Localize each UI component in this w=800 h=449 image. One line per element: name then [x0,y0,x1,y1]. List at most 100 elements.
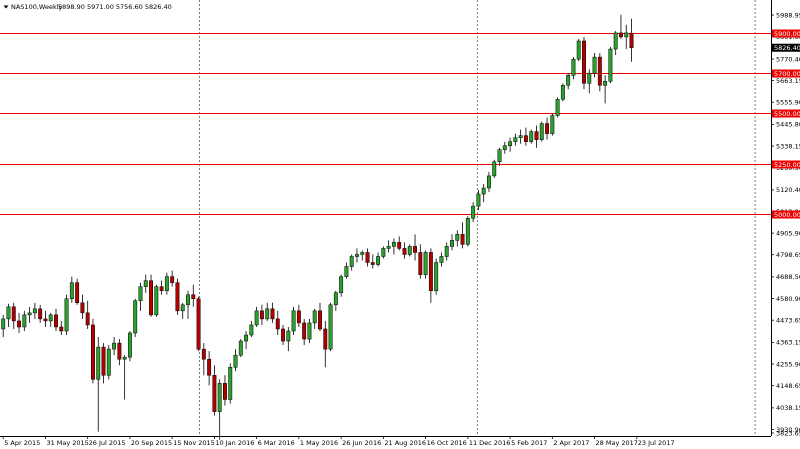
candle-body [360,252,365,255]
candle-bearish [370,254,375,269]
dropdown-triangle-icon[interactable] [3,5,9,9]
candle-bullish [560,83,565,102]
candle-body [91,324,95,380]
candle-body [349,256,354,267]
y-tick-label: 4688.50 [776,273,800,281]
candle-bullish [344,262,349,279]
candle-body [32,308,37,314]
candle-bullish [566,73,571,90]
candle-bullish [291,306,296,336]
candle-bearish [413,234,417,261]
candle-bullish [254,306,259,327]
candle-body [207,358,212,376]
candle-body [318,310,322,330]
y-tick-label: 4905.90 [776,229,800,237]
candle-body [613,32,618,50]
level-price-box [772,69,800,78]
candle-body [201,348,206,360]
candle-body [233,354,238,368]
candle-bearish [259,304,264,325]
candle-body [122,356,127,360]
candle-bullish [265,302,270,321]
x-tick-label: 2 Apr 2017 [553,439,589,447]
candle-bearish [582,36,586,90]
candle-bearish [281,324,285,346]
candle-bullish [355,248,359,263]
candle-body [6,306,11,320]
candle-bearish [54,308,58,331]
candle-body [101,346,106,376]
candle-bullish [27,306,32,323]
candle-bullish [360,250,365,261]
candle-body [534,131,539,140]
candle-body [629,32,634,48]
y-tick-label: 4580.90 [776,295,800,303]
candle-body [439,256,444,263]
candle-body [117,342,122,360]
candle-bullish [513,133,518,146]
candle-bullish [439,252,444,267]
candle-bearish [191,284,196,307]
candle-body [180,304,185,312]
candle-bullish [476,190,481,211]
candle-body [48,314,53,322]
candle-body [487,175,491,189]
y-tick-label: 4363.15 [776,339,800,347]
candle-body [1,318,6,330]
candle-body [149,280,153,316]
candle-body [481,187,486,195]
candle-bullish [555,97,560,118]
candle-bullish [186,290,190,319]
candle-body [43,318,48,322]
y-tick-label: 5663.15 [776,77,800,85]
candle-body [381,248,386,257]
candle-bullish [32,302,37,319]
candle-bullish [386,240,391,253]
candle-bearish [59,320,64,336]
x-tick-label: 5 Apr 2015 [4,439,40,447]
x-tick-label: 5 Feb 2017 [511,439,547,447]
candle-bullish [465,216,470,247]
x-tick-label: 23 Jul 2017 [638,439,675,447]
candle-body [143,280,148,287]
candle-bearish [149,274,153,317]
candle-body [69,282,74,300]
candle-bullish [518,129,523,144]
x-tick-label: 6 Mar 2016 [258,439,295,447]
candle-bullish [391,238,396,255]
candle-body [249,324,254,336]
candle-bullish [69,276,74,303]
candle-bullish [6,303,11,327]
candle-body [27,312,32,316]
candle-body [592,56,597,74]
candle-bullish [450,234,454,251]
symbol-label: NAS100,Weekly [11,3,63,11]
candle-bullish [217,379,222,440]
candle-body [523,135,528,142]
candle-body [582,40,586,84]
y-tick-label: 5338.15 [776,142,800,150]
x-tick-label: 20 Sep 2015 [131,439,172,447]
candle-body [112,342,117,350]
candle-bullish [571,57,576,80]
level-price-label: 5700.00 [774,70,800,78]
candle-body [619,32,623,38]
candle-body [529,131,534,142]
candle-body [355,254,359,257]
candle-body [302,322,307,340]
candle-bearish [365,248,370,267]
candle-body [376,256,381,265]
candle-bullish [286,326,291,352]
candle-body [571,58,576,76]
candle-bullish [576,38,581,62]
candle-body [175,282,180,312]
candle-body [259,310,264,320]
candle-body [370,262,375,265]
candle-body [238,340,243,356]
level-price-box [772,109,800,118]
candle-body [138,286,143,302]
candle-bullish [96,337,101,432]
candle-bullish [592,53,597,78]
candle-body [286,330,291,342]
